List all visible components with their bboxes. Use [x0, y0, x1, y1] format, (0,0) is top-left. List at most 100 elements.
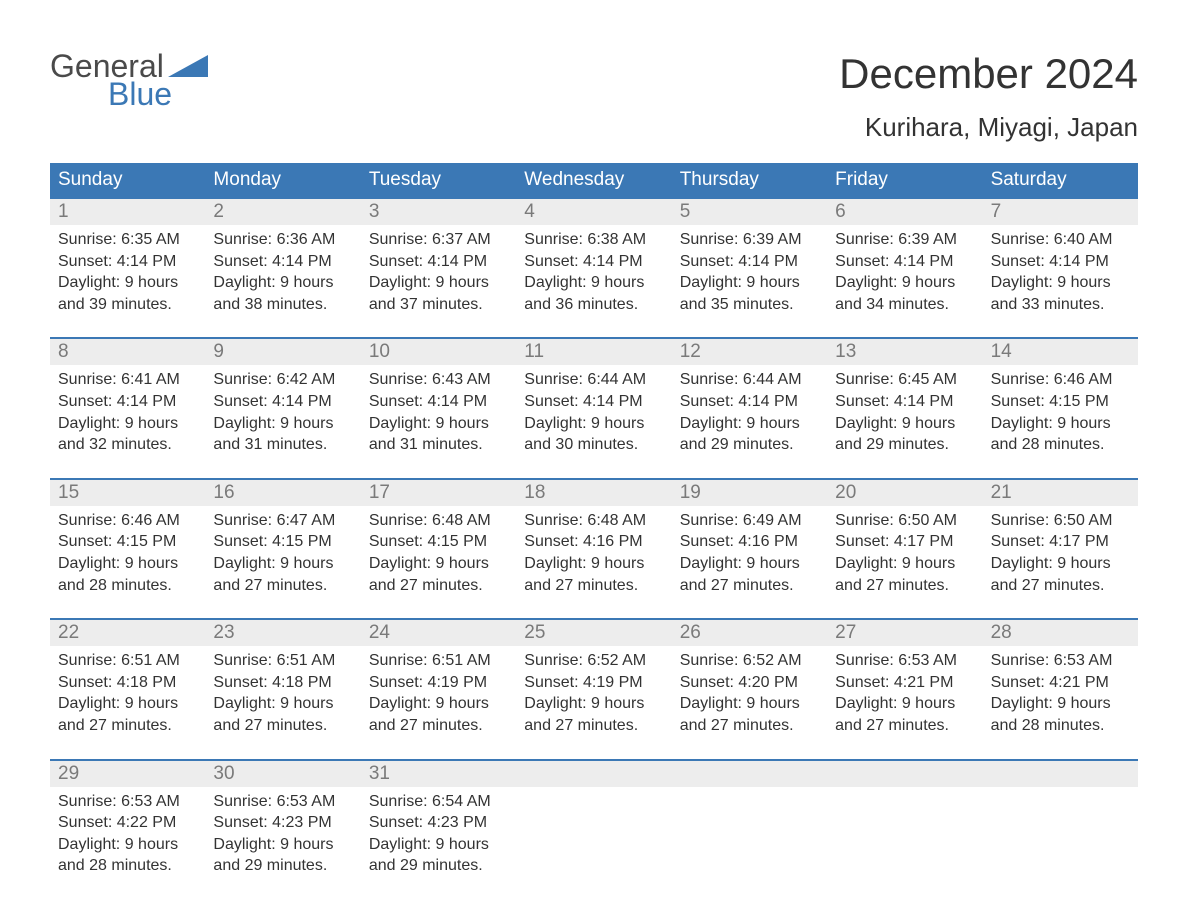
- daylight-text: Daylight: 9 hours and 34 minutes.: [835, 272, 974, 315]
- sunrise-text: Sunrise: 6:53 AM: [213, 791, 352, 813]
- sunset-text: Sunset: 4:14 PM: [213, 251, 352, 273]
- sunset-text: Sunset: 4:14 PM: [680, 391, 819, 413]
- sunset-text: Sunset: 4:15 PM: [369, 531, 508, 553]
- header-sunday: Sunday: [50, 163, 205, 197]
- day-number: 28: [983, 620, 1138, 646]
- daylight-text: Daylight: 9 hours and 27 minutes.: [369, 553, 508, 596]
- day-content: Sunrise: 6:50 AMSunset: 4:17 PMDaylight:…: [827, 506, 982, 600]
- day-number: 20: [827, 480, 982, 506]
- sunset-text: Sunset: 4:19 PM: [524, 672, 663, 694]
- sunrise-text: Sunrise: 6:54 AM: [369, 791, 508, 813]
- header-thursday: Thursday: [672, 163, 827, 197]
- sunrise-text: Sunrise: 6:46 AM: [991, 369, 1130, 391]
- calendar-day-cell: 22Sunrise: 6:51 AMSunset: 4:18 PMDayligh…: [50, 620, 205, 740]
- daylight-text: Daylight: 9 hours and 28 minutes.: [58, 553, 197, 596]
- weeks-container: 1Sunrise: 6:35 AMSunset: 4:14 PMDaylight…: [50, 197, 1138, 881]
- daylight-text: Daylight: 9 hours and 31 minutes.: [213, 413, 352, 456]
- day-content: Sunrise: 6:52 AMSunset: 4:19 PMDaylight:…: [516, 646, 671, 740]
- day-content: Sunrise: 6:40 AMSunset: 4:14 PMDaylight:…: [983, 225, 1138, 319]
- day-number: 15: [50, 480, 205, 506]
- calendar-day-cell: 14Sunrise: 6:46 AMSunset: 4:15 PMDayligh…: [983, 339, 1138, 459]
- sunrise-text: Sunrise: 6:45 AM: [835, 369, 974, 391]
- sunset-text: Sunset: 4:21 PM: [991, 672, 1130, 694]
- day-content: Sunrise: 6:39 AMSunset: 4:14 PMDaylight:…: [827, 225, 982, 319]
- calendar-day-cell: 9Sunrise: 6:42 AMSunset: 4:14 PMDaylight…: [205, 339, 360, 459]
- calendar-day-cell: 12Sunrise: 6:44 AMSunset: 4:14 PMDayligh…: [672, 339, 827, 459]
- sunset-text: Sunset: 4:23 PM: [213, 812, 352, 834]
- day-content: Sunrise: 6:41 AMSunset: 4:14 PMDaylight:…: [50, 365, 205, 459]
- sunset-text: Sunset: 4:23 PM: [369, 812, 508, 834]
- sunrise-text: Sunrise: 6:42 AM: [213, 369, 352, 391]
- sunset-text: Sunset: 4:14 PM: [213, 391, 352, 413]
- sunrise-text: Sunrise: 6:53 AM: [58, 791, 197, 813]
- day-content: Sunrise: 6:45 AMSunset: 4:14 PMDaylight:…: [827, 365, 982, 459]
- calendar-day-cell: 21Sunrise: 6:50 AMSunset: 4:17 PMDayligh…: [983, 480, 1138, 600]
- day-number: 12: [672, 339, 827, 365]
- sunrise-text: Sunrise: 6:48 AM: [524, 510, 663, 532]
- day-number: 19: [672, 480, 827, 506]
- day-number: 10: [361, 339, 516, 365]
- day-number: 30: [205, 761, 360, 787]
- day-content: Sunrise: 6:44 AMSunset: 4:14 PMDaylight:…: [672, 365, 827, 459]
- day-content: Sunrise: 6:48 AMSunset: 4:16 PMDaylight:…: [516, 506, 671, 600]
- sunrise-text: Sunrise: 6:50 AM: [991, 510, 1130, 532]
- calendar-day-cell: 6Sunrise: 6:39 AMSunset: 4:14 PMDaylight…: [827, 199, 982, 319]
- day-number: 29: [50, 761, 205, 787]
- day-number: 18: [516, 480, 671, 506]
- day-number-empty: [516, 761, 671, 787]
- sunset-text: Sunset: 4:17 PM: [835, 531, 974, 553]
- day-content: Sunrise: 6:49 AMSunset: 4:16 PMDaylight:…: [672, 506, 827, 600]
- daylight-text: Daylight: 9 hours and 27 minutes.: [524, 693, 663, 736]
- calendar-day-cell: 7Sunrise: 6:40 AMSunset: 4:14 PMDaylight…: [983, 199, 1138, 319]
- daylight-text: Daylight: 9 hours and 27 minutes.: [680, 553, 819, 596]
- calendar-day-cell: 17Sunrise: 6:48 AMSunset: 4:15 PMDayligh…: [361, 480, 516, 600]
- day-number-empty: [672, 761, 827, 787]
- day-content: Sunrise: 6:47 AMSunset: 4:15 PMDaylight:…: [205, 506, 360, 600]
- day-number: 26: [672, 620, 827, 646]
- calendar: Sunday Monday Tuesday Wednesday Thursday…: [50, 163, 1138, 881]
- sunset-text: Sunset: 4:20 PM: [680, 672, 819, 694]
- day-content: Sunrise: 6:42 AMSunset: 4:14 PMDaylight:…: [205, 365, 360, 459]
- sunset-text: Sunset: 4:15 PM: [213, 531, 352, 553]
- sunrise-text: Sunrise: 6:38 AM: [524, 229, 663, 251]
- sunrise-text: Sunrise: 6:35 AM: [58, 229, 197, 251]
- calendar-week: 1Sunrise: 6:35 AMSunset: 4:14 PMDaylight…: [50, 197, 1138, 319]
- sunrise-text: Sunrise: 6:43 AM: [369, 369, 508, 391]
- day-content: Sunrise: 6:51 AMSunset: 4:18 PMDaylight:…: [205, 646, 360, 740]
- sunset-text: Sunset: 4:21 PM: [835, 672, 974, 694]
- calendar-week: 22Sunrise: 6:51 AMSunset: 4:18 PMDayligh…: [50, 618, 1138, 740]
- day-number: 1: [50, 199, 205, 225]
- calendar-day-cell: 25Sunrise: 6:52 AMSunset: 4:19 PMDayligh…: [516, 620, 671, 740]
- logo-text-blue: Blue: [108, 78, 208, 110]
- daylight-text: Daylight: 9 hours and 27 minutes.: [835, 693, 974, 736]
- calendar-day-cell: [672, 761, 827, 881]
- day-content: Sunrise: 6:51 AMSunset: 4:18 PMDaylight:…: [50, 646, 205, 740]
- sunset-text: Sunset: 4:16 PM: [680, 531, 819, 553]
- day-number: 21: [983, 480, 1138, 506]
- calendar-day-cell: 28Sunrise: 6:53 AMSunset: 4:21 PMDayligh…: [983, 620, 1138, 740]
- day-content: Sunrise: 6:53 AMSunset: 4:21 PMDaylight:…: [827, 646, 982, 740]
- sunrise-text: Sunrise: 6:48 AM: [369, 510, 508, 532]
- day-content: Sunrise: 6:39 AMSunset: 4:14 PMDaylight:…: [672, 225, 827, 319]
- daylight-text: Daylight: 9 hours and 27 minutes.: [213, 553, 352, 596]
- sunrise-text: Sunrise: 6:41 AM: [58, 369, 197, 391]
- calendar-day-cell: 29Sunrise: 6:53 AMSunset: 4:22 PMDayligh…: [50, 761, 205, 881]
- day-number: 25: [516, 620, 671, 646]
- sunset-text: Sunset: 4:14 PM: [58, 391, 197, 413]
- day-number: 14: [983, 339, 1138, 365]
- day-content: Sunrise: 6:35 AMSunset: 4:14 PMDaylight:…: [50, 225, 205, 319]
- daylight-text: Daylight: 9 hours and 36 minutes.: [524, 272, 663, 315]
- daylight-text: Daylight: 9 hours and 30 minutes.: [524, 413, 663, 456]
- header-tuesday: Tuesday: [361, 163, 516, 197]
- daylight-text: Daylight: 9 hours and 39 minutes.: [58, 272, 197, 315]
- sunrise-text: Sunrise: 6:40 AM: [991, 229, 1130, 251]
- header-saturday: Saturday: [983, 163, 1138, 197]
- calendar-day-cell: 8Sunrise: 6:41 AMSunset: 4:14 PMDaylight…: [50, 339, 205, 459]
- sunset-text: Sunset: 4:18 PM: [213, 672, 352, 694]
- header-monday: Monday: [205, 163, 360, 197]
- sunrise-text: Sunrise: 6:51 AM: [369, 650, 508, 672]
- daylight-text: Daylight: 9 hours and 38 minutes.: [213, 272, 352, 315]
- day-content: Sunrise: 6:51 AMSunset: 4:19 PMDaylight:…: [361, 646, 516, 740]
- day-content: Sunrise: 6:50 AMSunset: 4:17 PMDaylight:…: [983, 506, 1138, 600]
- day-number: 23: [205, 620, 360, 646]
